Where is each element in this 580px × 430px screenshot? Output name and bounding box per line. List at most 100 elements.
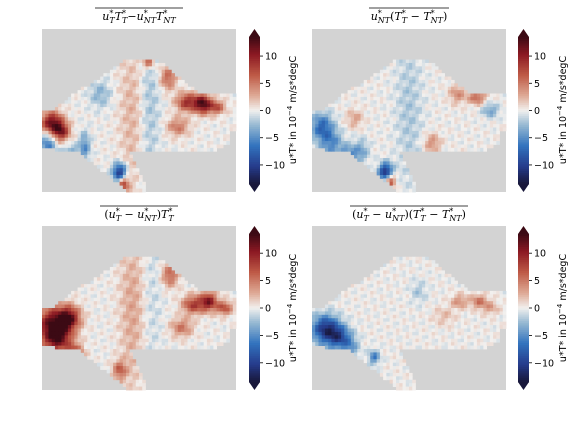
heatmap-cell bbox=[74, 301, 78, 305]
heatmap-cell bbox=[178, 291, 182, 295]
heatmap-cell bbox=[477, 134, 481, 138]
heatmap-cell bbox=[432, 260, 436, 264]
heatmap-cell bbox=[233, 315, 237, 319]
heatmap-cell bbox=[110, 363, 114, 367]
heatmap-cell bbox=[367, 94, 371, 98]
heatmap-cell bbox=[113, 121, 117, 125]
heatmap-cell bbox=[175, 83, 179, 87]
heatmap-cell bbox=[120, 366, 124, 370]
heatmap-cell bbox=[133, 308, 137, 312]
heatmap-cell bbox=[113, 315, 117, 319]
heatmap-cell bbox=[415, 121, 419, 125]
heatmap-cell bbox=[165, 346, 169, 350]
heatmap-cell bbox=[184, 94, 188, 98]
heatmap-cell bbox=[191, 288, 195, 292]
heatmap-cell bbox=[78, 148, 82, 152]
heatmap-cell bbox=[145, 63, 149, 67]
heatmap-cell bbox=[162, 131, 166, 135]
heatmap-cell bbox=[386, 138, 390, 142]
heatmap-cell bbox=[396, 121, 400, 125]
heatmap-cell bbox=[87, 284, 91, 288]
heatmap-cell bbox=[181, 284, 185, 288]
heatmap-cell bbox=[406, 117, 410, 121]
heatmap-cell bbox=[123, 339, 127, 343]
heatmap-cell bbox=[139, 274, 143, 278]
heatmap-cell bbox=[113, 80, 117, 84]
heatmap-cell bbox=[441, 298, 445, 302]
heatmap-cell bbox=[139, 284, 143, 288]
heatmap-cell bbox=[210, 124, 214, 128]
heatmap-cell bbox=[409, 87, 413, 91]
heatmap-cell bbox=[458, 315, 462, 319]
heatmap-cell bbox=[220, 322, 224, 326]
heatmap-cell bbox=[65, 114, 69, 118]
heatmap-cell bbox=[65, 298, 69, 302]
heatmap-cell bbox=[380, 267, 384, 271]
heatmap-cell bbox=[55, 325, 59, 329]
heatmap-cell bbox=[123, 80, 127, 84]
heatmap-cell bbox=[438, 298, 442, 302]
heatmap-cell bbox=[84, 294, 88, 298]
heatmap-cell bbox=[226, 305, 230, 309]
heatmap-cell bbox=[84, 97, 88, 101]
heatmap-cell bbox=[129, 342, 133, 346]
heatmap-cell bbox=[361, 158, 365, 162]
heatmap-cell bbox=[107, 274, 111, 278]
heatmap-cell bbox=[129, 376, 133, 380]
heatmap-cell bbox=[338, 305, 342, 309]
heatmap-cell bbox=[503, 117, 507, 121]
heatmap-cell bbox=[149, 294, 153, 298]
heatmap-cell bbox=[454, 144, 458, 148]
heatmap-cell bbox=[165, 291, 169, 295]
heatmap-cell bbox=[194, 301, 198, 305]
colorbar: 1050−5−10 bbox=[249, 29, 285, 192]
heatmap-cell bbox=[318, 114, 322, 118]
heatmap-cell bbox=[139, 339, 143, 343]
heatmap-cell bbox=[425, 267, 429, 271]
heatmap-cell bbox=[171, 308, 175, 312]
heatmap-cell bbox=[364, 114, 368, 118]
heatmap-cell bbox=[81, 332, 85, 336]
heatmap-cell bbox=[474, 117, 478, 121]
heatmap-cell bbox=[188, 335, 192, 339]
heatmap-cell bbox=[399, 264, 403, 268]
heatmap-cell bbox=[200, 144, 204, 148]
heatmap-cell bbox=[396, 175, 400, 179]
heatmap-cell bbox=[435, 121, 439, 125]
heatmap-cell bbox=[107, 100, 111, 104]
heatmap-cell bbox=[483, 141, 487, 145]
heatmap-cell bbox=[412, 104, 416, 108]
heatmap-cell bbox=[454, 87, 458, 91]
heatmap-cell bbox=[103, 158, 107, 162]
heatmap-cell bbox=[399, 134, 403, 138]
heatmap-cell bbox=[126, 73, 130, 77]
heatmap-cell bbox=[145, 264, 149, 268]
heatmap-cell bbox=[107, 366, 111, 370]
heatmap-cell bbox=[175, 291, 179, 295]
heatmap-cell bbox=[58, 104, 62, 108]
heatmap-cell bbox=[207, 308, 211, 312]
heatmap-cell bbox=[120, 346, 124, 350]
heatmap-cell bbox=[454, 104, 458, 108]
heatmap-cell bbox=[145, 114, 149, 118]
heatmap-cell bbox=[126, 124, 130, 128]
heatmap-cell bbox=[171, 83, 175, 87]
heatmap-cell bbox=[175, 87, 179, 91]
heatmap-cell bbox=[123, 127, 127, 131]
heatmap-cell bbox=[178, 281, 182, 285]
heatmap-cell bbox=[357, 121, 361, 125]
heatmap-cell bbox=[142, 66, 146, 70]
heatmap-cell bbox=[136, 373, 140, 377]
heatmap-cell bbox=[171, 294, 175, 298]
heatmap-cell bbox=[123, 294, 127, 298]
heatmap-cell bbox=[207, 127, 211, 131]
heatmap-cell bbox=[191, 335, 195, 339]
heatmap-cell bbox=[467, 294, 471, 298]
heatmap-cell bbox=[367, 294, 371, 298]
heatmap-cell bbox=[175, 301, 179, 305]
heatmap-cell bbox=[348, 308, 352, 312]
heatmap-cell bbox=[126, 260, 130, 264]
heatmap-cell bbox=[97, 100, 101, 104]
heatmap-cell bbox=[123, 161, 127, 165]
heatmap-cell bbox=[409, 90, 413, 94]
